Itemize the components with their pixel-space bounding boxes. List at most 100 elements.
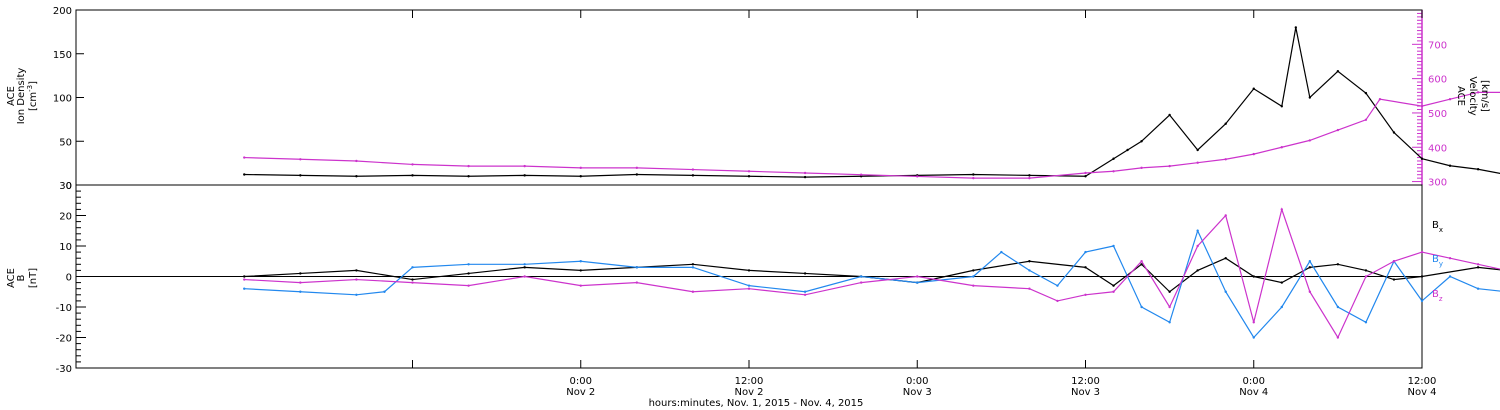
by-point [1056, 284, 1059, 287]
density-point [1308, 96, 1312, 99]
density-point [1112, 157, 1115, 160]
bx-point [355, 269, 358, 272]
by-point [803, 290, 807, 293]
density-point [1420, 157, 1424, 160]
x-axis-title: hours:minutes, Nov. 1, 2015 - Nov. 4, 20… [649, 398, 864, 409]
velocity-point [1308, 139, 1312, 142]
bottom-left-tick-label: 30 [59, 181, 72, 192]
legend-bz: Bz [1432, 289, 1443, 303]
top-right-axis-unit: [km/s] [1479, 80, 1490, 112]
bz-point [1056, 299, 1059, 303]
velocity-point [1028, 176, 1031, 180]
legend-bx: Bx [1432, 220, 1443, 234]
top-right-tick-label: 700 [1428, 40, 1447, 51]
top-panel: 0 50 100 150 200 300 400 500 600 700 [53, 6, 1500, 192]
bz-point [1420, 250, 1424, 254]
bz-point [916, 275, 919, 278]
bz-point [523, 275, 526, 278]
bz-point [467, 284, 470, 287]
bz-point [579, 284, 582, 287]
density-point [523, 174, 526, 177]
velocity-point [1112, 170, 1115, 173]
bx-point [1280, 281, 1283, 284]
top-left-tick-label: 150 [53, 50, 72, 61]
density-point [635, 173, 639, 176]
bx-point [1392, 278, 1396, 281]
by-point [1168, 321, 1171, 324]
velocity-point [355, 159, 358, 163]
bz-point [1112, 290, 1115, 293]
velocity-point [1168, 164, 1171, 168]
velocity-point [1140, 166, 1143, 170]
x-tick-date-label: Nov 4 [1239, 387, 1268, 398]
velocity-point [1364, 118, 1368, 122]
bx-point [243, 275, 246, 278]
x-tick-time-label: 0:00 [1243, 376, 1265, 387]
x-tick-date-label: Nov 3 [903, 387, 932, 398]
bz-point [411, 281, 414, 284]
by-point [1336, 305, 1340, 309]
by-point [1028, 269, 1031, 272]
by-point [691, 266, 695, 269]
bz-point [1364, 275, 1368, 278]
velocity-point [1378, 98, 1382, 101]
bx-point [1028, 260, 1031, 263]
bottom-left-axis-title-line1: ACE [6, 268, 17, 288]
velocity-point [1252, 152, 1255, 156]
velocity-point [1336, 128, 1340, 132]
bz-point [1196, 244, 1199, 248]
by-point [523, 263, 526, 266]
velocity-point [635, 166, 639, 170]
top-left-axis-title-line1: ACE [6, 86, 17, 106]
by-point [1196, 229, 1199, 232]
bz-point [1252, 321, 1255, 324]
top-right-tick-label: 500 [1428, 109, 1447, 120]
bx-line [244, 257, 1500, 293]
density-line [244, 27, 1500, 178]
bz-point [1392, 260, 1396, 263]
velocity-point [747, 170, 751, 173]
bz-point [1224, 214, 1227, 217]
bz-point [859, 281, 863, 284]
velocity-point [1084, 171, 1087, 175]
density-point [1126, 148, 1129, 152]
velocity-point [523, 164, 526, 168]
top-right-tick-label: 400 [1428, 143, 1447, 154]
density-point [299, 174, 302, 177]
by-point [243, 287, 246, 290]
velocity-point [1196, 161, 1199, 164]
density-point [803, 175, 807, 179]
by-point [1476, 287, 1480, 290]
top-right-axis-title-line1: ACE [1455, 86, 1466, 106]
velocity-point [1476, 91, 1480, 94]
bz-point [1476, 263, 1480, 266]
bx-point [1140, 263, 1143, 266]
bx-point [1308, 266, 1312, 269]
x-tick-time-label: 0:00 [570, 376, 592, 387]
bz-point [1168, 305, 1171, 309]
density-point [579, 175, 582, 178]
density-point [747, 175, 751, 178]
bx-point [1084, 266, 1087, 269]
density-point [1364, 91, 1368, 95]
bx-point [299, 272, 302, 275]
top-left-axis-title-line2: Ion Density [16, 68, 27, 125]
by-point [1084, 250, 1087, 254]
x-tick-date-label: Nov 4 [1407, 387, 1436, 398]
by-point [579, 260, 582, 263]
velocity-line [244, 91, 1500, 179]
by-point [1224, 290, 1227, 293]
bz-point [1336, 336, 1340, 339]
density-point [1224, 122, 1227, 125]
x-tick-date-label: Nov 2 [734, 387, 763, 398]
bx-point [1336, 263, 1340, 266]
bottom-left-axis-unit: [nT] [28, 268, 39, 288]
x-tick-time-label: 12:00 [735, 376, 764, 387]
velocity-point [579, 166, 582, 170]
by-point [1252, 336, 1255, 339]
by-point [299, 290, 302, 293]
bx-point [1112, 284, 1115, 287]
density-point [1028, 174, 1031, 177]
density-point [1196, 148, 1199, 152]
